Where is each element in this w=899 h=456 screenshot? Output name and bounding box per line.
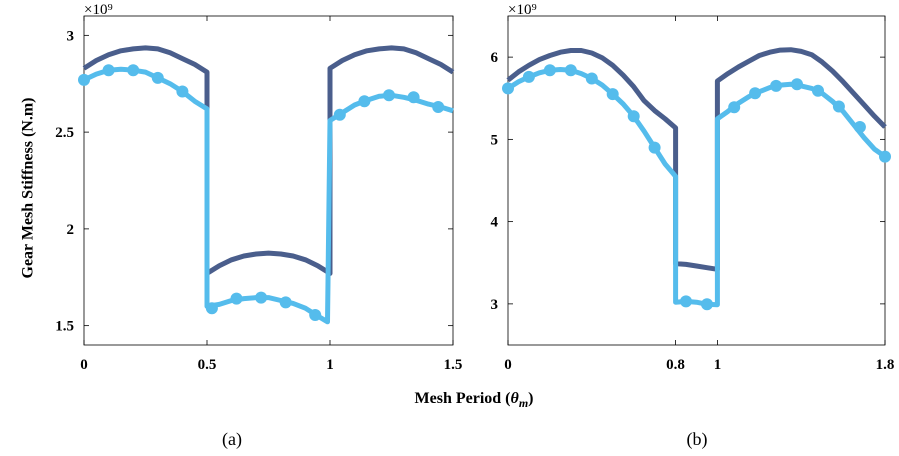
- panel-label-b: (b): [687, 429, 708, 450]
- series-line-a-2: [82, 66, 454, 325]
- data-point-a-2-8: [255, 291, 268, 304]
- series-line-b-2: [506, 67, 887, 308]
- panel-label-a: (a): [222, 429, 242, 450]
- data-point-a-2-5: [176, 85, 189, 98]
- y-tick-label-b-2: 4: [491, 215, 499, 231]
- data-point-a-2-1: [78, 73, 90, 86]
- data-point-a-2-15: [432, 101, 445, 113]
- data-point-b-2-17: [853, 121, 866, 133]
- data-point-a-2-14: [407, 91, 420, 104]
- data-point-b-2-18: [879, 150, 891, 163]
- data-point-b-2-4: [564, 64, 577, 77]
- data-point-a-2-12: [358, 95, 371, 108]
- data-point-a-2-11: [333, 108, 346, 121]
- series-line-a-1: [82, 45, 455, 276]
- data-point-a-2-7: [230, 292, 243, 305]
- x-tick-label-a-3: 1: [326, 357, 334, 373]
- y-tick-label-b-3: 5: [491, 132, 499, 148]
- data-point-a-2-3: [127, 64, 140, 77]
- y-exponent-b: ×10⁹: [508, 2, 537, 18]
- data-point-b-2-12: [749, 87, 762, 100]
- data-point-a-2-9: [279, 296, 292, 309]
- x-tick-label-b-2: 0.8: [666, 357, 685, 373]
- data-point-a-2-6: [205, 302, 218, 315]
- data-point-b-2-16: [832, 100, 845, 113]
- x-tick-label-b-3: 1: [714, 357, 722, 373]
- data-point-b-2-11: [728, 101, 741, 114]
- chart-a: 0 0.5 1 1.5 1.5 2 2.5 3 ×10⁹ (a): [55, 2, 462, 450]
- data-point-b-2-2: [522, 70, 535, 83]
- y-tick-label-b-4: 6: [491, 50, 499, 66]
- x-tick-label-a-1: 0: [80, 357, 88, 373]
- y-tick-label-a-3: 2.5: [55, 125, 74, 141]
- data-point-b-2-1: [502, 82, 514, 95]
- data-point-b-2-10: [701, 298, 713, 311]
- data-point-a-2-4: [151, 71, 164, 84]
- data-point-b-2-14: [791, 78, 803, 91]
- y-exponent-a: ×10⁹: [84, 2, 113, 18]
- x-axis-title: Mesh Period (θm): [415, 390, 534, 410]
- x-tick-label-a-4: 1.5: [444, 357, 463, 373]
- series-line-b-1: [506, 47, 887, 272]
- y-tick-label-a-1: 1.5: [55, 319, 74, 335]
- data-point-b-2-5: [585, 72, 598, 85]
- data-point-a-2-2: [102, 64, 115, 77]
- data-point-b-2-3: [543, 64, 556, 77]
- y-tick-label-b-1: 3: [491, 297, 499, 313]
- data-point-b-2-9: [680, 295, 692, 308]
- y-axis-title: Gear Mesh Stiffness (N.m): [20, 97, 37, 278]
- data-point-b-2-7: [627, 110, 640, 123]
- x-tick-label-a-2: 0.5: [198, 357, 217, 373]
- plot-frame-a: [83, 15, 454, 346]
- plot-frame-b: [507, 15, 886, 346]
- data-point-a-2-13: [383, 89, 395, 102]
- y-tick-label-a-4: 3: [67, 28, 75, 44]
- data-point-b-2-15: [812, 84, 824, 97]
- chart-b: 0 0.8 1 1.8 3 4 5 6 ×10⁹ (b): [491, 2, 895, 450]
- data-point-b-2-6: [606, 88, 619, 101]
- x-tick-label-b-4: 1.8: [876, 357, 895, 373]
- data-point-a-2-10: [309, 309, 322, 321]
- x-tick-label-b-1: 0: [504, 357, 512, 373]
- data-point-b-2-13: [770, 79, 783, 92]
- data-point-b-2-8: [648, 141, 661, 154]
- y-tick-label-a-2: 2: [67, 222, 75, 238]
